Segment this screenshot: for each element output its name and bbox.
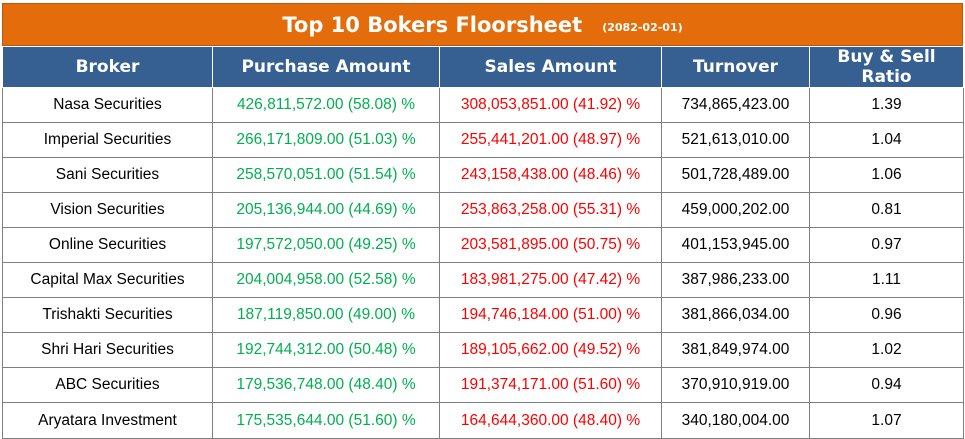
ratio-cell: 0.94 xyxy=(809,367,964,403)
table-row: Aryatara Investment 175,535,644.00 (51.60… xyxy=(2,402,964,439)
purchase-amount-cell: 258,570,051.00 (51.54) % xyxy=(212,157,440,193)
purchase-amount-cell: 197,572,050.00 (49.25) % xyxy=(212,227,440,263)
purchase-amount-cell: 192,744,312.00 (50.48) % xyxy=(212,332,440,368)
sales-amount-cell: 203,581,895.00 (50.75) % xyxy=(439,227,662,263)
column-header-purchase-amount: Purchase Amount xyxy=(212,46,440,88)
table-row: Shri Hari Securities 192,744,312.00 (50.4… xyxy=(2,332,964,368)
table-row: Trishakti Securities 187,119,850.00 (49.0… xyxy=(2,297,964,333)
broker-name-cell: Sani Securities xyxy=(2,157,213,193)
table-row: Vision Securities 205,136,944.00 (44.69) … xyxy=(2,192,964,228)
broker-name-cell: Capital Max Securities xyxy=(2,262,213,298)
title-bar: Top 10 Bokers Floorsheet (2082-02-01) xyxy=(2,3,963,46)
purchase-amount-cell: 205,136,944.00 (44.69) % xyxy=(212,192,440,228)
turnover-cell: 370,910,919.00 xyxy=(661,367,810,403)
broker-name-cell: Nasa Securities xyxy=(2,87,213,123)
ratio-cell: 0.81 xyxy=(809,192,964,228)
sales-amount-cell: 164,644,360.00 (48.40) % xyxy=(439,402,662,439)
ratio-cell: 1.04 xyxy=(809,122,964,158)
purchase-amount-cell: 204,004,958.00 (52.58) % xyxy=(212,262,440,298)
table-row: Capital Max Securities 204,004,958.00 (52… xyxy=(2,262,964,298)
table-row: Online Securities 197,572,050.00 (49.25) … xyxy=(2,227,964,263)
column-header-buy-sell-ratio: Buy & Sell Ratio xyxy=(809,46,964,88)
ratio-cell: 1.07 xyxy=(809,402,964,439)
purchase-amount-cell: 266,171,809.00 (51.03) % xyxy=(212,122,440,158)
ratio-cell: 0.97 xyxy=(809,227,964,263)
turnover-cell: 401,153,945.00 xyxy=(661,227,810,263)
broker-name-cell: Vision Securities xyxy=(2,192,213,228)
turnover-cell: 459,000,202.00 xyxy=(661,192,810,228)
sales-amount-cell: 243,158,438.00 (48.46) % xyxy=(439,157,662,193)
table-row: Sani Securities 258,570,051.00 (51.54) % 2… xyxy=(2,157,964,193)
table-row: Imperial Securities 266,171,809.00 (51.03… xyxy=(2,122,964,158)
purchase-amount-cell: 175,535,644.00 (51.60) % xyxy=(212,402,440,439)
page-title: Top 10 Bokers Floorsheet xyxy=(282,12,583,37)
table-row: Nasa Securities 426,811,572.00 (58.08) % 3… xyxy=(2,87,964,123)
title-date: (2082-02-01) xyxy=(602,21,683,34)
column-header-sales-amount: Sales Amount xyxy=(439,46,662,88)
column-header-broker: Broker xyxy=(2,46,213,88)
table-header-row: Broker Purchase Amount Sales Amount Turn… xyxy=(2,46,964,88)
sales-amount-cell: 308,053,851.00 (41.92) % xyxy=(439,87,662,123)
turnover-cell: 734,865,423.00 xyxy=(661,87,810,123)
broker-table: Broker Purchase Amount Sales Amount Turn… xyxy=(2,46,964,439)
sales-amount-cell: 191,374,171.00 (51.60) % xyxy=(439,367,662,403)
turnover-cell: 381,866,034.00 xyxy=(661,297,810,333)
column-header-turnover: Turnover xyxy=(661,46,810,88)
broker-name-cell: Online Securities xyxy=(2,227,213,263)
purchase-amount-cell: 179,536,748.00 (48.40) % xyxy=(212,367,440,403)
purchase-amount-cell: 187,119,850.00 (49.00) % xyxy=(212,297,440,333)
sales-amount-cell: 253,863,258.00 (55.31) % xyxy=(439,192,662,228)
ratio-cell: 1.11 xyxy=(809,262,964,298)
broker-name-cell: Shri Hari Securities xyxy=(2,332,213,368)
sales-amount-cell: 183,981,275.00 (47.42) % xyxy=(439,262,662,298)
floorsheet-table-container: Top 10 Bokers Floorsheet (2082-02-01) Br… xyxy=(2,3,964,439)
ratio-cell: 0.96 xyxy=(809,297,964,333)
ratio-cell: 1.06 xyxy=(809,157,964,193)
broker-name-cell: Trishakti Securities xyxy=(2,297,213,333)
broker-name-cell: Imperial Securities xyxy=(2,122,213,158)
ratio-cell: 1.39 xyxy=(809,87,964,123)
turnover-cell: 387,986,233.00 xyxy=(661,262,810,298)
purchase-amount-cell: 426,811,572.00 (58.08) % xyxy=(212,87,440,123)
sales-amount-cell: 189,105,662.00 (49.52) % xyxy=(439,332,662,368)
turnover-cell: 521,613,010.00 xyxy=(661,122,810,158)
table-row: ABC Securities 179,536,748.00 (48.40) % 19… xyxy=(2,367,964,403)
broker-name-cell: Aryatara Investment xyxy=(2,402,213,439)
turnover-cell: 340,180,004.00 xyxy=(661,402,810,439)
sales-amount-cell: 255,441,201.00 (48.97) % xyxy=(439,122,662,158)
sales-amount-cell: 194,746,184.00 (51.00) % xyxy=(439,297,662,333)
ratio-cell: 1.02 xyxy=(809,332,964,368)
turnover-cell: 381,849,974.00 xyxy=(661,332,810,368)
table-body: Nasa Securities 426,811,572.00 (58.08) % 3… xyxy=(2,87,964,439)
turnover-cell: 501,728,489.00 xyxy=(661,157,810,193)
broker-name-cell: ABC Securities xyxy=(2,367,213,403)
